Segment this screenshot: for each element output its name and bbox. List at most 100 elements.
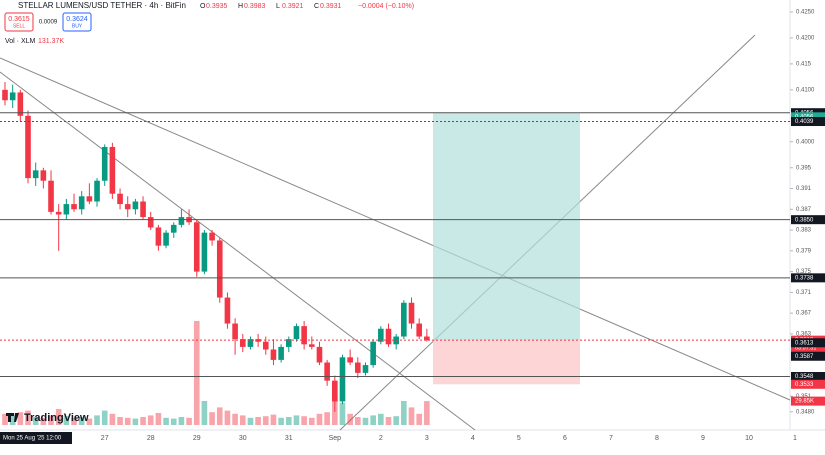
candles <box>2 82 430 412</box>
y-tick-label: 0.363 <box>796 332 812 338</box>
candle-body <box>378 328 384 342</box>
volume-bar <box>155 413 162 425</box>
price-label-box <box>791 112 825 122</box>
x-tick-label: 30 <box>239 435 247 442</box>
candle-body <box>293 326 300 340</box>
candle-body <box>17 92 24 116</box>
volume-bar <box>370 415 376 425</box>
candle-body <box>9 92 16 101</box>
candle-body <box>247 339 254 347</box>
price-label-box <box>791 372 825 382</box>
candle-body <box>370 341 376 366</box>
volume-bar <box>385 417 392 425</box>
ohlc-key: H <box>238 3 243 10</box>
loss-zone <box>433 340 580 385</box>
volume-bar <box>17 412 24 425</box>
candle-body <box>163 232 169 246</box>
ohlc-value: 0.3921 <box>282 3 304 10</box>
x-tick-label: 9 <box>701 435 705 442</box>
ohlc-key: L <box>276 3 280 10</box>
x-tick-label: 7 <box>609 435 613 442</box>
volume-bar <box>416 413 422 425</box>
x-tick-label: 4 <box>471 435 475 442</box>
volume-bar <box>209 412 215 425</box>
volume-bar <box>178 417 185 425</box>
price-label-box <box>791 351 825 361</box>
x-tick-label: 29 <box>193 435 201 442</box>
ohlc-value: 0.3931 <box>320 3 342 10</box>
volume-bar <box>9 415 16 425</box>
price-label-box <box>791 117 825 127</box>
volume-bar <box>255 417 261 425</box>
candle-body <box>193 222 200 272</box>
candle-body <box>270 349 277 360</box>
candle-body <box>232 323 238 340</box>
candle-body <box>209 232 215 241</box>
candle-body <box>101 146 108 181</box>
volume-bar <box>316 413 323 425</box>
volume-bar <box>270 414 277 425</box>
candle-body <box>362 365 369 373</box>
y-tick-label: 0.4200 <box>796 35 815 41</box>
volume-bar <box>378 413 384 425</box>
price-label: 0.3738 <box>795 275 814 281</box>
x-tick-label: 28 <box>147 435 155 442</box>
candle-body <box>86 196 93 202</box>
candle-body <box>385 328 392 345</box>
trend-line <box>0 57 791 401</box>
volume-bar <box>117 417 123 425</box>
logo: TradingView <box>24 412 89 424</box>
price-label: 0.3587 <box>795 354 814 360</box>
price-label-box <box>791 273 825 283</box>
volume-label-box <box>791 396 825 406</box>
volume-legend-value: 131.37K <box>38 38 64 45</box>
price-label-box <box>791 379 825 389</box>
candle-body <box>355 362 361 373</box>
volume-bar <box>71 417 77 425</box>
candle-body <box>94 180 100 202</box>
candle-body <box>324 362 330 381</box>
candle-body <box>309 344 315 347</box>
candle-body <box>201 232 208 272</box>
x-tick-label: Sep <box>329 435 342 442</box>
volume-bar <box>63 416 70 425</box>
price-label: 0.3613 <box>795 340 814 346</box>
candle-body <box>239 339 246 347</box>
volume-bar <box>224 410 231 425</box>
candle-body <box>424 336 430 341</box>
volume-bar <box>201 401 208 425</box>
buy-button[interactable] <box>62 12 92 32</box>
logo-icon <box>6 413 19 422</box>
candle-body <box>147 217 154 228</box>
candle-body <box>71 204 77 210</box>
candle-body <box>224 297 231 324</box>
candle-body <box>48 180 54 212</box>
volume-bar <box>186 417 192 425</box>
sell-button[interactable] <box>4 12 34 32</box>
volume-bar <box>324 412 330 425</box>
candle-body <box>140 201 146 218</box>
volume-bar <box>48 415 54 425</box>
candle-body <box>63 204 70 215</box>
volume-bar <box>355 417 361 425</box>
x-tick-label: 6 <box>563 435 567 442</box>
volume-bar <box>25 410 31 425</box>
volume-bar <box>309 417 315 425</box>
buy-label[interactable]: BUY <box>72 23 83 29</box>
candle-body <box>170 224 177 233</box>
y-tick-label: 0.3480 <box>796 409 815 415</box>
price-label-box <box>791 338 825 348</box>
volume-bar <box>86 418 93 425</box>
ohlc-legend: O 0.3935 H 0.3983 L 0.3921 C 0.3931 <box>200 3 342 10</box>
price-label: 0.3533 <box>795 382 814 388</box>
spread: 0.0009 <box>39 20 58 26</box>
sell-label[interactable]: SELL <box>13 23 25 29</box>
candle-body <box>40 170 47 181</box>
volume-bar <box>40 417 47 425</box>
buy-price[interactable]: 0.3624 <box>66 16 88 23</box>
y-tick-label: 0.387 <box>796 207 812 213</box>
volume-bar <box>424 401 430 425</box>
sell-price[interactable]: 0.3615 <box>8 16 30 23</box>
volume-bar <box>278 417 284 425</box>
